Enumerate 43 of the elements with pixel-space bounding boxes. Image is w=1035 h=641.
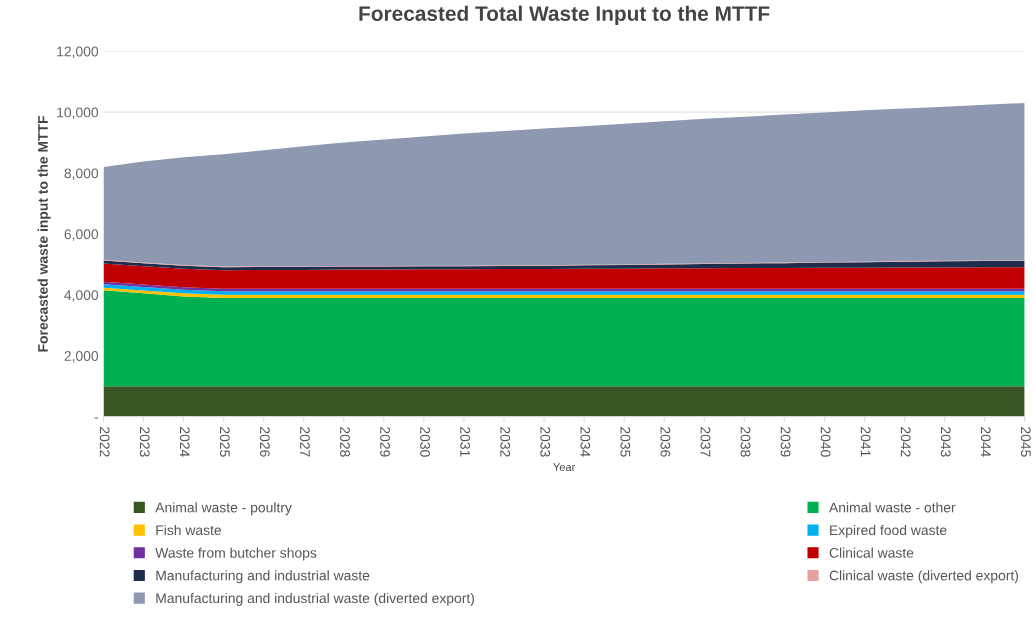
x-tick-label: 2027 [300,427,310,457]
y-tick-label: 4,000 [64,290,99,302]
x-tick-label: 2036 [660,427,671,457]
legend-label: Manufacturing and industrial waste (diverted export) [156,592,474,606]
x-tick-label: 2022 [99,427,110,457]
legend-label: Waste from butcher shops [155,547,317,561]
x-tick-label: 2039 [780,427,791,457]
x-tick-label: 2042 [900,427,911,457]
legend-label: Animal waste - poultry [155,502,292,516]
y-tick-label: 10,000 [57,107,99,119]
x-tick-label: 2035 [620,427,631,457]
x-tick-label: 2037 [700,427,711,457]
x-tick-label: 2032 [500,427,511,457]
x-tick-label: 2038 [740,427,751,457]
x-tick-label: 2041 [860,427,871,457]
x-axis-title: Year [553,463,576,471]
x-tick-label: 2043 [940,427,951,457]
x-tick-label: 2044 [980,427,991,457]
x-tick-label: 2030 [420,427,431,457]
y-tick-label: 8,000 [64,168,99,180]
x-tick-label: 2033 [540,427,551,457]
x-tick-label: 2029 [380,427,390,457]
y-tick-label: 6,000 [64,229,99,241]
x-tick-label: 2026 [259,427,270,457]
x-tick-label: 2028 [340,427,350,457]
x-tick-label: 2031 [460,427,471,457]
x-tick-label: 2034 [580,427,591,457]
legend-label: Animal waste - other [829,502,956,513]
legend-label: Clinical waste [829,547,914,558]
legend-label: Fish waste [156,524,222,536]
x-tick-label: 2040 [820,427,831,457]
legend-label: Manufacturing and industrial waste [156,570,370,584]
chart-title: Forecasted Total Waste Input to the MTTF [359,5,770,26]
x-tick-label: 2025 [219,427,230,457]
legend-label: Expired food waste [830,524,947,538]
y-axis-title: Forecasted waste input to the MTTF [37,116,51,352]
y-tick-label: 2,000 [64,351,99,363]
x-tick-label: 2023 [139,427,150,457]
x-tick-label: 2045 [1020,427,1031,457]
y-tick-label: 12,000 [57,46,99,59]
y-tick-label: - [94,417,99,419]
x-tick-label: 2024 [179,427,190,457]
legend-label: Clinical waste (diverted export) [829,570,1019,584]
